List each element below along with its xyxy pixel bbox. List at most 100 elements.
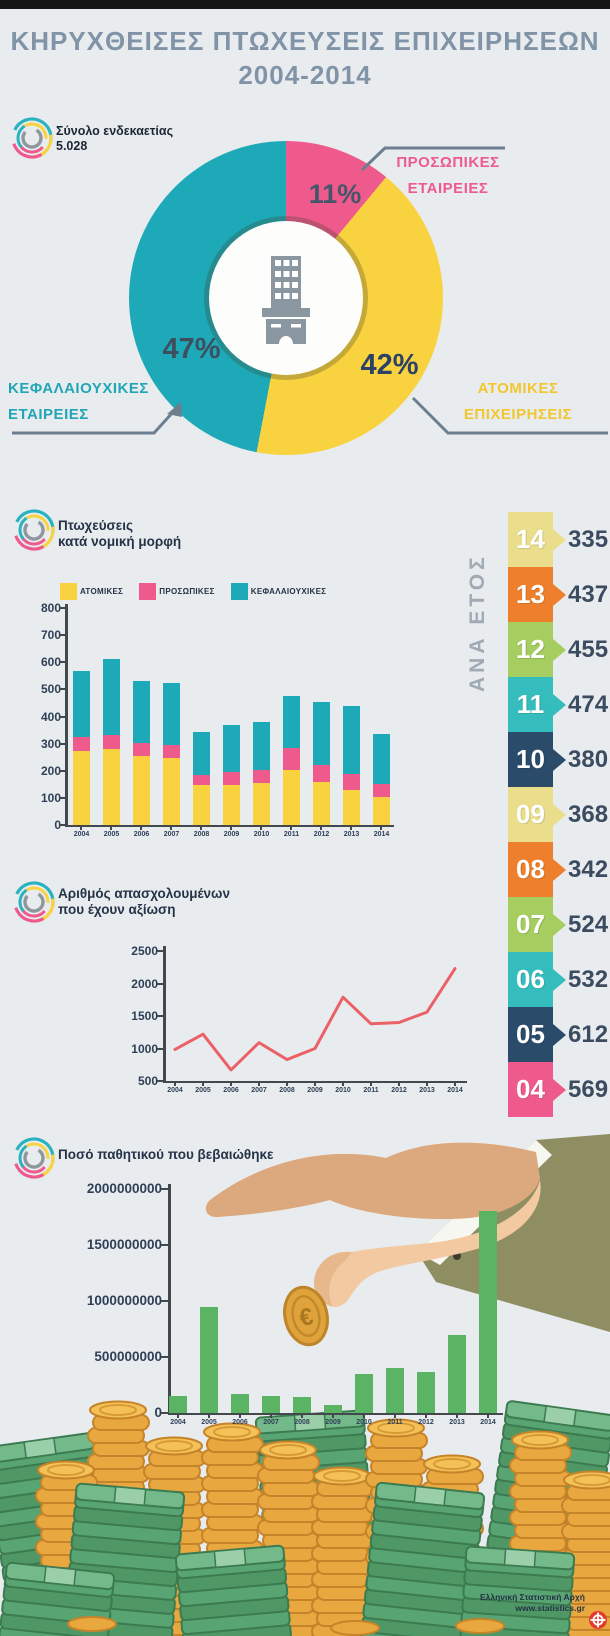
y-tick-label: 1000000000 xyxy=(86,1293,162,1308)
by-year-value: 437 xyxy=(568,581,609,608)
x-tick-mark xyxy=(230,827,232,830)
by-year-row: 08 342 xyxy=(448,842,610,897)
by-year-block: 12 xyxy=(508,622,553,677)
by-year-value: 342 xyxy=(568,856,609,883)
banknote-stack xyxy=(0,1561,116,1636)
y-tick-mark xyxy=(59,661,65,664)
by-year-value: 455 xyxy=(568,636,609,663)
stacked-title-line1: Πτωχεύσεις xyxy=(58,518,133,533)
liabilities-section-title: Ποσό παθητικού που βεβαιώθηκε xyxy=(58,1147,274,1162)
stacked-title-line2: κατά νομική μορφή xyxy=(58,534,182,549)
by-year-block: 06 xyxy=(508,952,553,1007)
x-tick-mark xyxy=(230,1083,232,1086)
y-tick-mark xyxy=(59,715,65,718)
x-tick-mark xyxy=(380,827,382,830)
employees-title-line2: που έχουν αξίωση xyxy=(58,902,176,917)
by-year-arrow xyxy=(553,968,566,991)
x-tick-label: 2006 xyxy=(232,1419,248,1426)
x-tick-label: 2007 xyxy=(251,1087,267,1094)
bar-segment-ΠΡΟΣΩΠΙΚΕΣ xyxy=(163,744,180,758)
x-tick-label: 2008 xyxy=(279,1087,295,1094)
x-tick-label: 2004 xyxy=(73,831,90,838)
bar-segment-ΠΡΟΣΩΠΙΚΕΣ xyxy=(223,772,240,785)
by-year-year: 06 xyxy=(516,964,545,994)
by-year-value: 569 xyxy=(568,1076,609,1103)
by-year-block: 09 xyxy=(508,787,553,842)
footer-url[interactable]: www.statistics.gr xyxy=(515,1603,585,1613)
x-tick-mark xyxy=(320,827,322,830)
x-tick-label: 2010 xyxy=(335,1087,351,1094)
x-tick-label: 2008 xyxy=(193,831,210,838)
x-tick-mark xyxy=(270,1415,272,1418)
bar-segment-ΠΡΟΣΩΠΙΚΕΣ xyxy=(103,734,120,749)
by-year-arrow xyxy=(553,1023,566,1046)
x-tick-mark xyxy=(200,827,202,830)
y-tick-label: 2500 xyxy=(131,944,158,958)
x-tick-mark xyxy=(398,1083,400,1086)
bar-segment-ΚΕΦΑΛΑΙΟΥΧΙΚΕΣ xyxy=(163,682,180,745)
page-title-years: 2004-2014 xyxy=(238,60,372,90)
label-capital-line2: ΕΤΑΙΡΕΙΕΣ xyxy=(8,406,89,423)
bar-segment-ΚΕΦΑΛΑΙΟΥΧΙΚΕΣ xyxy=(103,658,120,735)
x-tick-label: 2011 xyxy=(283,831,300,838)
by-year-row: 10 380 xyxy=(448,732,610,787)
bar-segment-ΚΕΦΑΛΑΙΟΥΧΙΚΕΣ xyxy=(373,734,390,785)
y-tick-mark xyxy=(161,1412,168,1414)
employees-title-line1: Αριθμός απασχολουμένων xyxy=(58,886,230,901)
x-tick-mark xyxy=(370,1083,372,1086)
bar-segment-ΚΕΦΑΛΑΙΟΥΧΙΚΕΣ xyxy=(133,680,150,743)
y-axis-line xyxy=(65,604,68,825)
total-value: 5.028 xyxy=(56,139,88,153)
by-year-list: ΑΝΑ ΕΤΟΣ 14 335 13 437 12 455 11 474 10 380 09 368 0… xyxy=(448,512,610,1127)
by-year-block: 10 xyxy=(508,732,553,787)
x-tick-label: 2011 xyxy=(387,1419,403,1426)
x-tick-label: 2005 xyxy=(201,1419,217,1426)
legend-label: ΚΕΦΑΛΑΙΟΥΧΙΚΕΣ xyxy=(250,587,327,596)
y-tick-mark xyxy=(59,742,65,745)
y-tick-mark xyxy=(59,824,65,826)
y-axis-line xyxy=(163,946,166,1081)
x-tick-mark xyxy=(260,827,262,830)
label-individual-line1: ΑΤΟΜΙΚΕΣ xyxy=(477,380,559,397)
loose-coin xyxy=(330,1620,380,1636)
bar-segment-ΑΤΟΜΙΚΕΣ xyxy=(133,755,150,825)
bar-segment-ΑΤΟΜΙΚΕΣ xyxy=(103,748,120,825)
by-year-year: 08 xyxy=(516,854,545,884)
x-tick-mark xyxy=(425,1415,427,1418)
x-tick-label: 2006 xyxy=(133,831,150,838)
by-year-block: 11 xyxy=(508,677,553,732)
by-year-row: 06 532 xyxy=(448,952,610,1007)
y-tick-label: 100 xyxy=(40,790,61,805)
x-tick-mark xyxy=(290,827,292,830)
y-tick-label: 1500 xyxy=(131,1009,158,1023)
by-year-row: 12 455 xyxy=(448,622,610,677)
x-tick-mark xyxy=(426,1083,428,1086)
liability-bar xyxy=(169,1396,187,1413)
legend-label: ΑΤΟΜΙΚΕΣ xyxy=(80,587,124,596)
y-tick-label: 700 xyxy=(40,628,61,643)
bar-segment-ΠΡΟΣΩΠΙΚΕΣ xyxy=(373,784,390,797)
liability-bar xyxy=(262,1396,280,1413)
by-year-value: 474 xyxy=(568,691,609,718)
legend-swatch xyxy=(230,583,248,600)
by-year-row: 11 474 xyxy=(448,677,610,732)
y-tick-mark xyxy=(161,1188,168,1190)
x-tick-label: 2014 xyxy=(480,1419,496,1426)
bar-segment-ΚΕΦΑΛΑΙΟΥΧΙΚΕΣ xyxy=(193,732,210,775)
liability-bar xyxy=(448,1334,466,1413)
line-chart: 2500 2000 1500 1000 500 2004 2005 2006 2007 2008 2… xyxy=(115,940,485,1100)
liability-bar xyxy=(355,1373,373,1413)
top-border-bar xyxy=(0,0,610,9)
bar-segment-ΚΕΦΑΛΑΙΟΥΧΙΚΕΣ xyxy=(73,670,90,737)
bar-segment-ΑΤΟΜΙΚΕΣ xyxy=(283,769,300,825)
label-capital-line1: ΚΕΦΑΛΑΙΟΥΧΙΚΕΣ xyxy=(8,380,149,397)
by-year-block: 14 xyxy=(508,512,553,567)
bar-segment-ΑΤΟΜΙΚΕΣ xyxy=(313,782,330,825)
banknote-stack xyxy=(359,1481,486,1636)
rings-icon xyxy=(12,1136,56,1180)
x-tick-label: 2011 xyxy=(363,1087,379,1094)
liabilities-bar-chart: 2000000000 1500000000 1000000000 500000000 0… xyxy=(60,1180,520,1432)
y-tick-label: 500 xyxy=(40,682,61,697)
y-tick-label: 2000000000 xyxy=(86,1181,162,1196)
pct-personal: 11% xyxy=(308,179,362,209)
